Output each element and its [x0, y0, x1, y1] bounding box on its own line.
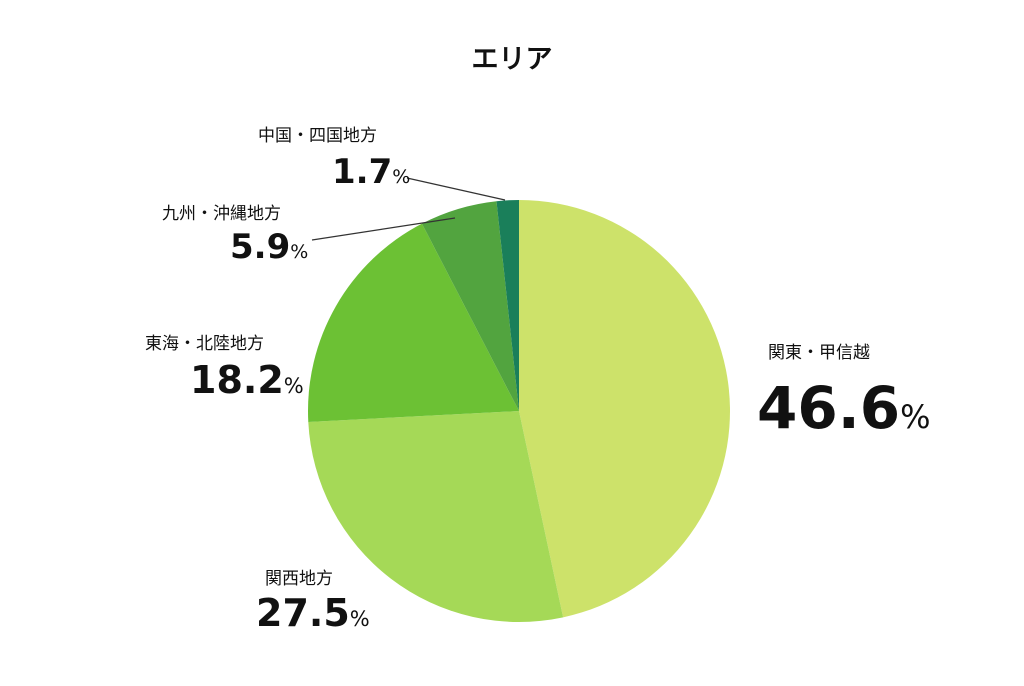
pie-slice [308, 223, 519, 422]
category-label: 東海・北陸地方 [145, 334, 264, 354]
pie-slice [496, 200, 519, 411]
category-label: 関東・甲信越 [768, 343, 870, 363]
chart-title: エリア [472, 44, 553, 75]
value-label: 5.9% [230, 227, 308, 267]
category-label: 中国・四国地方 [258, 126, 377, 146]
value-label: 46.6% [757, 374, 931, 442]
pie-slice [421, 201, 519, 411]
leader-line [311, 217, 456, 241]
category-label: 九州・沖縄地方 [162, 204, 281, 224]
value-label: 18.2% [190, 358, 304, 402]
leader-line [406, 177, 506, 201]
value-label: 27.5% [256, 591, 370, 635]
pie-slice [308, 411, 564, 622]
category-label: 関西地方 [265, 569, 333, 589]
value-label: 1.7% [332, 152, 410, 192]
pie-slice [519, 200, 730, 618]
